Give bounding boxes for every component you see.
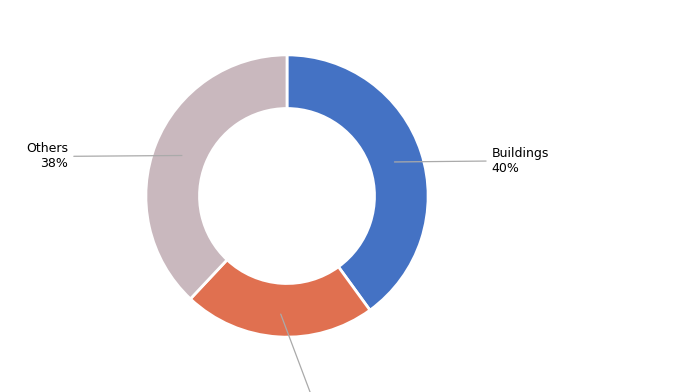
Text: Others
38%: Others 38% [27, 142, 182, 171]
Wedge shape [146, 55, 287, 299]
Wedge shape [190, 260, 370, 337]
Text: Buildings
40%: Buildings 40% [395, 147, 549, 175]
Text: Transportation
22%: Transportation 22% [277, 314, 368, 392]
Wedge shape [287, 55, 428, 310]
